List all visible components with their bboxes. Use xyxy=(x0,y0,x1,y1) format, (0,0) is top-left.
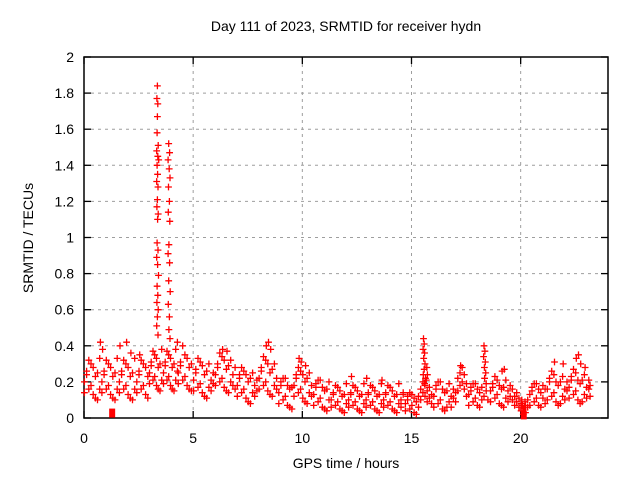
x-tick-labels: 0 5 10 15 20 xyxy=(80,430,529,446)
x-tick-label: 5 xyxy=(189,430,197,446)
y-tick-label: 0.4 xyxy=(55,338,75,354)
y-tick-label: 1.8 xyxy=(55,85,75,101)
grid-lines xyxy=(84,57,608,418)
y-tick-label: 0.2 xyxy=(55,374,75,390)
data-point-cluster xyxy=(520,410,527,420)
y-tick-labels: 0 0.2 0.4 0.6 0.8 1 1.2 1.4 1.6 1.8 2 xyxy=(55,49,75,426)
data-points xyxy=(81,82,594,418)
x-tick-label: 10 xyxy=(295,430,311,446)
x-tick-label: 20 xyxy=(513,430,529,446)
x-axis-title: GPS time / hours xyxy=(292,455,400,471)
y-tick-label: 0.8 xyxy=(55,266,75,282)
y-tick-label: 0.6 xyxy=(55,302,75,318)
y-tick-label: 1.6 xyxy=(55,121,75,137)
plot-border xyxy=(83,56,609,419)
data-point-cluster xyxy=(109,408,116,418)
y-tick-label: 0 xyxy=(66,410,74,426)
y-tick-label: 1 xyxy=(66,230,74,246)
y-tick-label: 1.4 xyxy=(55,157,75,173)
x-tick-label: 0 xyxy=(80,430,88,446)
chart-title: Day 111 of 2023, SRMTID for receiver hyd… xyxy=(210,18,482,34)
y-tick-label: 1.2 xyxy=(55,193,75,209)
y-tick-label: 2 xyxy=(66,49,74,65)
x-tick-label: 15 xyxy=(404,430,420,446)
